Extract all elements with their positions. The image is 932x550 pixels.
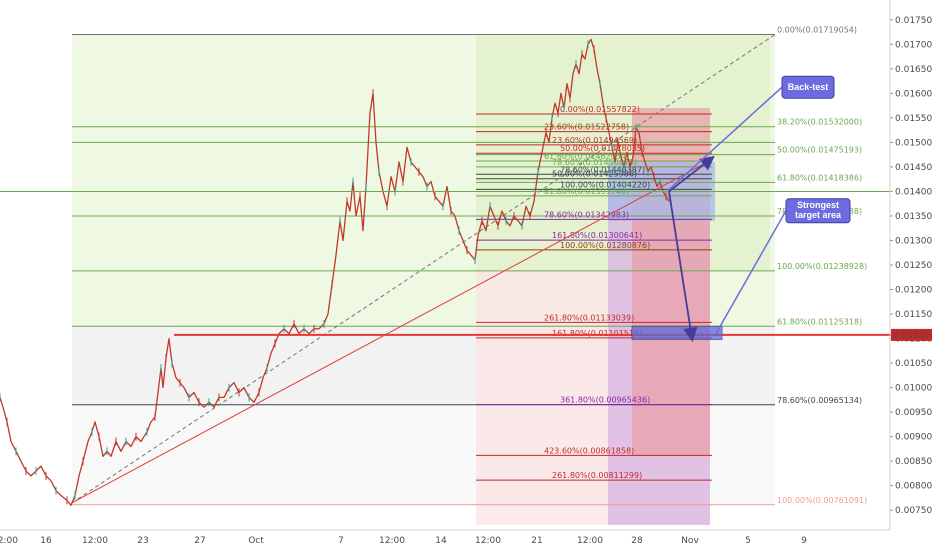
x-tick-label-5: Oct: [248, 536, 264, 546]
x-tick-label-13: Nov: [681, 536, 699, 546]
callout-box-0: [781, 75, 835, 99]
x-tick-label-14: 5: [745, 536, 751, 546]
fib-label-11: 100.00%(0.01404220): [560, 180, 650, 189]
x-tick-label-6: 7: [338, 536, 344, 546]
fib-label-23: 50.00%(0.01478035): [560, 144, 645, 153]
y-tick-label-20: 0.00750000: [895, 506, 932, 516]
callout-box-1: [785, 198, 851, 224]
x-tick-label-2: 12:00: [82, 536, 108, 546]
trendline-0: [71, 159, 713, 504]
fib-label-12: 78.60%(0.01342983): [544, 210, 629, 219]
y-tick-label-5: 0.01500000: [895, 138, 932, 148]
y-tick-label-11: 0.01200000: [895, 286, 932, 296]
price-series-layer: [0, 38, 670, 506]
fib-label-26: 78.60%(0.01440387): [560, 165, 645, 174]
x-tick-label-9: 12:00: [475, 536, 501, 546]
y-tick-label-19: 0.00800000: [895, 482, 932, 492]
x-tick-label-0: 12:00: [0, 536, 18, 546]
x-tick-label-4: 27: [194, 536, 205, 546]
fib-label-18: 423.60%(0.00861858): [544, 446, 634, 455]
fib-label-21: 23.60%(0.01522758): [544, 123, 629, 132]
fib-label-25: 78.60%(0.01450875): [552, 158, 637, 167]
fib-label-15: 261.80%(0.01133039): [544, 313, 634, 322]
current-price-tag: [891, 328, 932, 341]
y-tick-label-16: 0.00950000: [895, 408, 932, 418]
y-tick-label-15: 0.01000000: [895, 384, 932, 394]
x-tick-label-1: 16: [40, 536, 52, 546]
fib-label-14: 100.00%(0.01280876): [560, 241, 650, 250]
fib-label-13: 161.80%(0.01300641): [552, 231, 642, 240]
callout-pointer-1: [715, 210, 787, 335]
x-tick-label-7: 12:00: [379, 536, 405, 546]
callout-text-0-0: Back-test: [788, 82, 829, 92]
trendlines-layer: [71, 34, 776, 504]
fib-label-22: 23.60%(0.01494569): [552, 136, 637, 145]
callout-text-1-0: Strongest: [797, 200, 839, 210]
fib-label-9: 100.00%(0.00761091): [777, 496, 867, 505]
x-tick-label-12: 28: [631, 536, 643, 546]
y-tick-label-6: 0.01450000: [895, 163, 932, 173]
x-axis[interactable]: 12:00 16 12:00 23 27 Oct 7 12:00 14 12:00 21 12:00 2…: [0, 529, 890, 546]
y-tick-label-8: 0.01350000: [895, 212, 932, 222]
y-tick-label-1: 0.01700000: [895, 40, 932, 50]
x-tick-label-3: 23: [137, 536, 148, 546]
fib-label-24: 61.80%(0.01462034): [544, 152, 629, 161]
y-tick-label-2: 0.01650000: [895, 65, 932, 75]
y-tick-label-18: 0.00850000: [895, 457, 932, 467]
x-tick-label-8: 14: [435, 536, 447, 546]
x-tick-label-11: 12:00: [577, 536, 603, 546]
current-price-label: 0.01107444: [893, 331, 932, 341]
y-tick-label-14: 0.01050000: [895, 359, 932, 369]
fib-label-7: 61.80%(0.01125318): [777, 317, 862, 326]
price-series-0: [0, 38, 670, 506]
callout-pointer-0: [667, 86, 783, 192]
fib-label-19: 261.80%(0.00811299): [552, 471, 642, 480]
x-tick-label-10: 21: [531, 536, 542, 546]
hlines-layer: [0, 34, 932, 336]
fib-label-4: 61.80%(0.01418386): [777, 173, 862, 182]
fib-label-0: 0.00%(0.01719054): [777, 26, 857, 35]
x-tick-label-15: 9: [801, 536, 807, 546]
y-tick-label-12: 0.01150000: [895, 310, 932, 320]
fib-label-1: 38.20%(0.01532000): [777, 118, 862, 127]
zones-layer: [72, 34, 775, 525]
fib-label-20: 0.00%(0.01557822): [560, 105, 640, 114]
y-axis[interactable]: 0.01750000 0.01700000 0.01650000 0.01600000…: [889, 0, 932, 530]
trendline-1: [71, 34, 776, 504]
fib-label-6: 100.00%(0.01238928): [777, 262, 867, 271]
y-tick-label-3: 0.01600000: [895, 89, 932, 99]
y-tick-label-17: 0.00900000: [895, 433, 932, 443]
fib-label-8: 78.60%(0.00965134): [777, 396, 862, 405]
fib-label-17: 361.80%(0.00965436): [560, 396, 650, 405]
y-tick-label-10: 0.01250000: [895, 261, 932, 271]
target-box: [631, 325, 723, 341]
y-tick-label-9: 0.01300000: [895, 236, 932, 246]
target-arrow-0: [668, 191, 698, 343]
y-tick-label-7: 0.01400000: [895, 187, 932, 197]
target-arrow-1: [668, 155, 715, 193]
y-tick-label-4: 0.01550000: [895, 114, 932, 124]
fib-label-16: 161.80%(0.01101519): [552, 329, 642, 338]
y-tick-label-0: 0.01750000: [895, 16, 932, 26]
callout-text-1-1: target area: [795, 210, 842, 220]
fib-label-3: 50.00%(0.01475193): [777, 146, 862, 155]
